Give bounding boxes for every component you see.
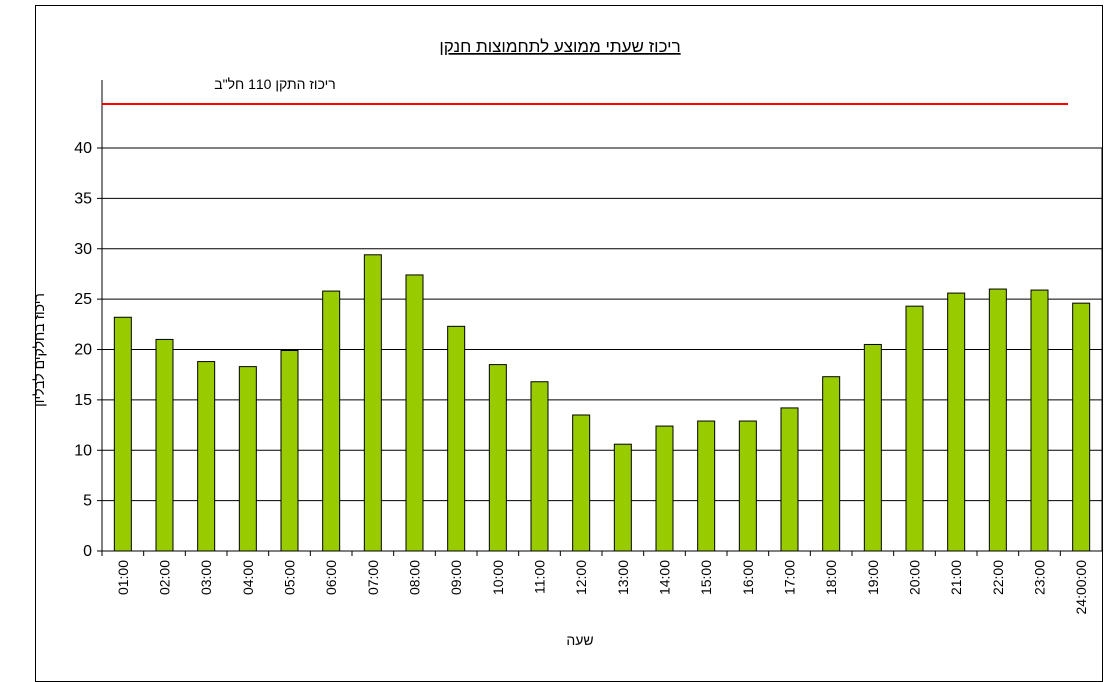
bar <box>280 350 299 552</box>
bar <box>780 407 799 552</box>
bar <box>822 376 841 552</box>
x-tick-label: 09:00 <box>448 560 464 595</box>
x-tick-label: 03:00 <box>198 560 214 595</box>
bar <box>572 414 591 552</box>
x-tick-label: 11:00 <box>532 560 548 594</box>
bar <box>613 443 632 552</box>
y-tick-label: 15 <box>74 392 92 409</box>
x-tick-label: 22:00 <box>990 560 1006 595</box>
y-tick-label: 40 <box>74 140 92 157</box>
x-tick-label: 24:00:00 <box>1073 560 1089 615</box>
y-tick-label: 20 <box>74 342 92 359</box>
x-tick-label: 05:00 <box>282 560 298 595</box>
bar <box>905 305 924 552</box>
bar <box>238 366 257 552</box>
x-tick-label: 23:00 <box>1032 560 1048 595</box>
bar <box>488 364 507 552</box>
bar <box>655 425 674 552</box>
y-tick-label: 30 <box>74 241 92 258</box>
bar <box>322 290 341 552</box>
y-tick-label: 25 <box>74 291 92 308</box>
x-tick-label: 04:00 <box>240 560 256 595</box>
x-tick-label: 14:00 <box>657 560 673 595</box>
bar <box>863 343 882 552</box>
reference-label: ריכוז התקן 110 חל"ב <box>214 76 336 92</box>
x-tick-label: 20:00 <box>907 560 923 595</box>
x-tick-label: 02:00 <box>157 560 173 595</box>
bar <box>738 420 757 552</box>
bar <box>447 325 466 552</box>
bar <box>988 288 1007 552</box>
chart-title: ריכוז שעתי ממוצע לתחמוצות חנקן <box>439 37 680 56</box>
x-tick-label: 10:00 <box>490 560 506 595</box>
x-tick-label: 15:00 <box>698 560 714 595</box>
y-axis-title: ריכוז בחלקים לבליון <box>31 293 47 407</box>
bar <box>405 274 424 552</box>
x-tick-label: 16:00 <box>740 560 756 595</box>
x-tick-label: 06:00 <box>323 560 339 595</box>
y-tick-label: 5 <box>83 493 92 510</box>
bar <box>530 381 549 552</box>
x-tick-label: 13:00 <box>615 560 631 595</box>
x-tick-label: 21:00 <box>948 560 964 595</box>
chart-frame <box>35 5 1103 682</box>
x-tick-label: 19:00 <box>865 560 881 595</box>
x-tick-label: 12:00 <box>573 560 589 595</box>
x-tick-label: 18:00 <box>823 560 839 595</box>
bar <box>1072 302 1091 552</box>
x-axis-title: שעה <box>566 632 593 648</box>
y-tick-label: 0 <box>83 543 92 560</box>
y-tick-label: 10 <box>74 442 92 459</box>
x-tick-label: 17:00 <box>782 560 798 595</box>
bar <box>113 316 132 552</box>
x-tick-label: 08:00 <box>407 560 423 595</box>
x-tick-label: 07:00 <box>365 560 381 595</box>
y-tick-label: 35 <box>74 190 92 207</box>
bar <box>197 361 216 552</box>
bar <box>363 254 382 552</box>
bar <box>1030 289 1049 552</box>
bar <box>947 292 966 552</box>
x-tick-label: 01:00 <box>115 560 131 595</box>
bar <box>697 420 716 552</box>
bar <box>155 338 174 552</box>
